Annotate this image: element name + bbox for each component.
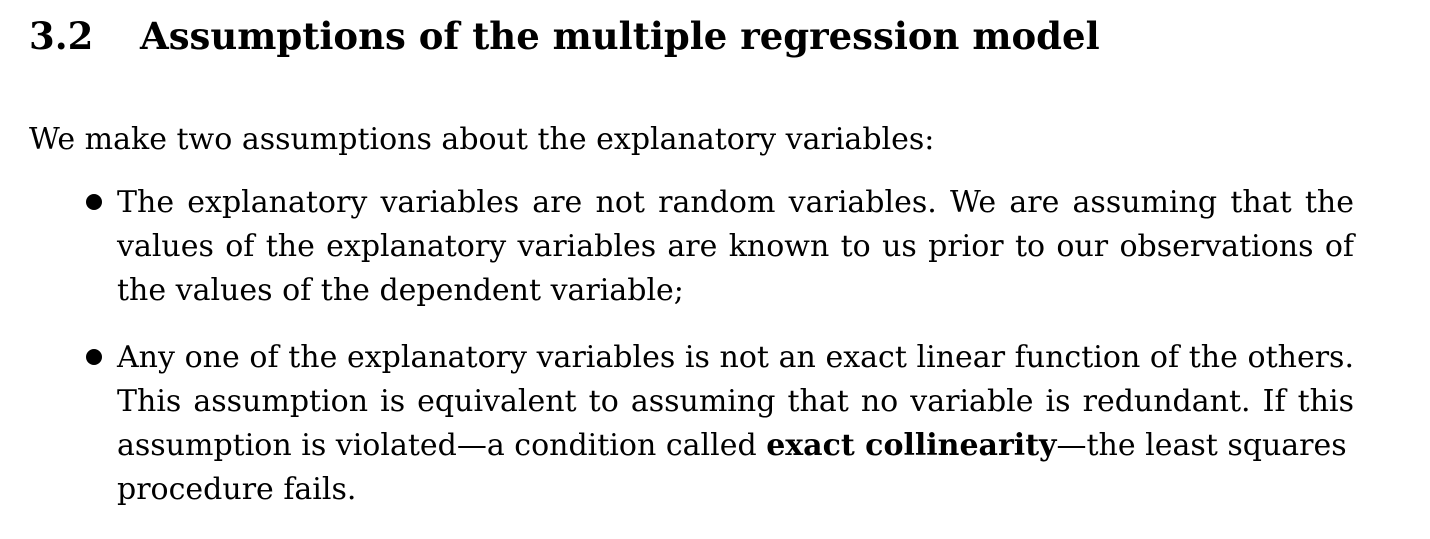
assumption-item-no-exact-linear-function: Any one of the explanatory variables is … [86,336,1354,512]
section-title: Assumptions of the multiple regression m… [140,14,1100,58]
bullet-icon [86,194,102,210]
section-number: 3.2 [29,14,94,58]
collinearity-sentence-end: —the least squares [1056,428,1347,463]
intro-paragraph: We make two assumptions about the explan… [29,122,935,157]
collinearity-sentence-start: assumption is violated—a condition calle… [117,428,767,463]
section-heading: 3.2 Assumptions of the multiple regressio… [29,12,1100,60]
assumption-1-line-1: The explanatory variables are not random… [117,185,1354,220]
assumption-2-line-2: This assumption is equivalent to assumin… [117,384,1354,419]
exact-collinearity-term: exact collinearity [766,428,1057,463]
assumption-2-line-1: Any one of the explanatory variables is … [117,340,1354,375]
bullet-icon [86,349,102,365]
assumption-2-line-3: assumption is violated—a condition calle… [117,424,1354,468]
assumption-2-line-4: procedure fails. [117,472,357,507]
assumption-1-line-2: values of the explanatory variables are … [117,229,1354,264]
assumption-item-non-random: The explanatory variables are not random… [86,181,1354,313]
assumption-1-line-3: the values of the dependent variable; [117,273,684,308]
